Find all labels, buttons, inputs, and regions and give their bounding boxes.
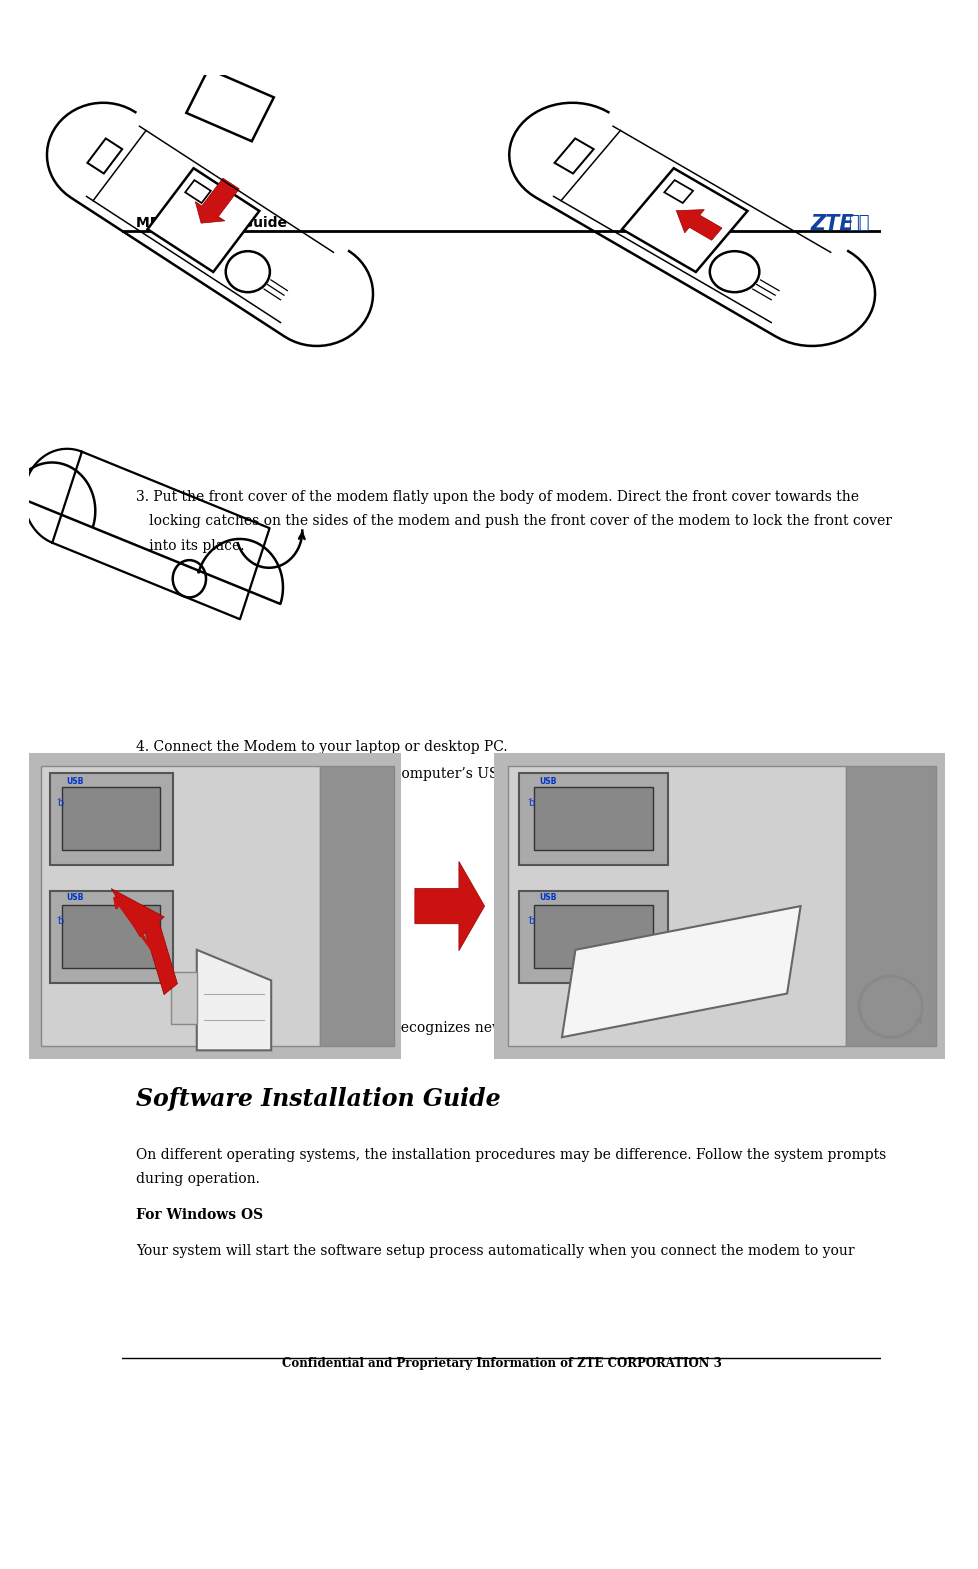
Polygon shape <box>676 210 722 240</box>
Text: ␢: ␢ <box>528 797 534 808</box>
Polygon shape <box>185 180 210 202</box>
Polygon shape <box>148 168 259 271</box>
Text: MF190 Quick Guide: MF190 Quick Guide <box>136 217 287 231</box>
Text: USB: USB <box>67 893 84 902</box>
FancyBboxPatch shape <box>533 788 652 850</box>
Polygon shape <box>554 138 593 174</box>
Text: ZTE: ZTE <box>810 213 854 234</box>
Text: USB: USB <box>539 777 556 786</box>
Polygon shape <box>561 907 800 1037</box>
Text: ␢: ␢ <box>528 916 534 926</box>
Text: USB: USB <box>539 893 556 902</box>
FancyBboxPatch shape <box>494 753 944 1059</box>
Text: locking catches on the sides of the modem and push the front cover of the modem : locking catches on the sides of the mode… <box>136 515 891 529</box>
Text: Your system will start the software setup process automatically when you connect: Your system will start the software setu… <box>136 1244 854 1258</box>
FancyBboxPatch shape <box>319 766 393 1047</box>
FancyBboxPatch shape <box>29 753 401 1059</box>
FancyBboxPatch shape <box>40 766 319 1047</box>
Polygon shape <box>170 971 197 1025</box>
FancyBboxPatch shape <box>518 774 667 865</box>
Text: 中兴: 中兴 <box>847 213 868 232</box>
Text: On different operating systems, the installation procedures may be difference. F: On different operating systems, the inst… <box>136 1147 885 1161</box>
Text: 4. Connect the Modem to your laptop or desktop PC.: 4. Connect the Modem to your laptop or d… <box>136 741 508 755</box>
Circle shape <box>172 560 205 598</box>
Text: Software Installation Guide: Software Installation Guide <box>136 1087 500 1111</box>
Polygon shape <box>111 888 177 995</box>
Circle shape <box>226 251 270 292</box>
Text: Confidential and Proprietary Information of ZTE CORPORATION 3: Confidential and Proprietary Information… <box>282 1357 721 1370</box>
Text: ␢: ␢ <box>57 797 64 808</box>
FancyBboxPatch shape <box>845 766 935 1047</box>
Text: ␢: ␢ <box>57 916 64 926</box>
Text: during operation.: during operation. <box>136 1172 259 1186</box>
Polygon shape <box>87 138 122 174</box>
Text: into its place.: into its place. <box>136 538 244 552</box>
Text: USB: USB <box>67 777 84 786</box>
FancyBboxPatch shape <box>62 905 160 968</box>
Polygon shape <box>186 69 274 141</box>
Text: For Windows OS: For Windows OS <box>136 1208 263 1222</box>
FancyBboxPatch shape <box>533 905 652 968</box>
Text: 3. Put the front cover of the modem flatly upon the body of modem. Direct the fr: 3. Put the front cover of the modem flat… <box>136 490 858 504</box>
FancyBboxPatch shape <box>518 891 667 982</box>
Polygon shape <box>621 168 747 271</box>
Polygon shape <box>197 949 271 1050</box>
FancyBboxPatch shape <box>508 766 845 1047</box>
FancyBboxPatch shape <box>50 774 172 865</box>
FancyBboxPatch shape <box>50 891 172 982</box>
Text: ► The OS automatically detects and recognizes new hardware and starts the instal: ► The OS automatically detects and recog… <box>136 1021 819 1034</box>
Polygon shape <box>195 179 239 223</box>
Text: ► Plug the USB connector into your computer’s USB port and make sure that it is : ► Plug the USB connector into your compu… <box>136 767 831 781</box>
Polygon shape <box>664 180 692 202</box>
FancyBboxPatch shape <box>62 788 160 850</box>
Circle shape <box>709 251 759 292</box>
Polygon shape <box>415 861 484 951</box>
